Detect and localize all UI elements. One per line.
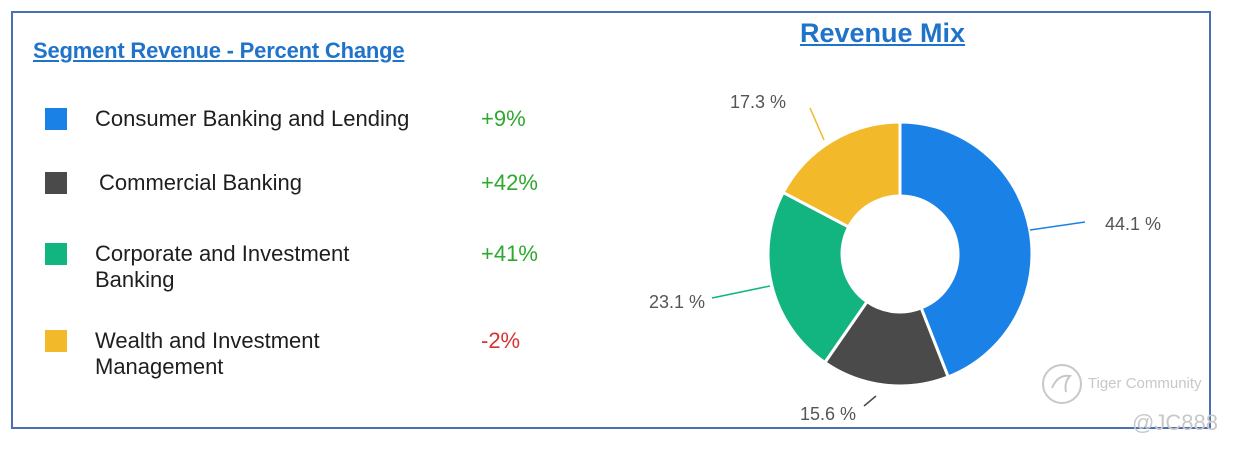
leader-line — [863, 395, 877, 407]
watermark-handle: @JC888 — [1132, 410, 1218, 435]
revenue-mix-donut-chart: 44.1 % 15.6 % 23.1 % 17.3 % — [649, 92, 1161, 424]
segment-name: Wealth and Investment Management — [95, 328, 320, 379]
segment-name: Corporate and Investment Banking — [95, 241, 350, 292]
segment-revenue-title: Segment Revenue - Percent Change — [33, 38, 405, 63]
segment-name: Consumer Banking and Lending — [95, 106, 410, 131]
segment-change: +9% — [481, 106, 526, 131]
leader-line — [809, 107, 825, 141]
legend-swatch — [45, 330, 67, 352]
segment-change: -2% — [481, 328, 521, 353]
leader-line — [711, 285, 771, 299]
slice-label: 23.1 % — [649, 292, 705, 312]
slice-label: 15.6 % — [800, 404, 856, 424]
dashboard-frame — [11, 11, 1211, 429]
donut-slice — [781, 120, 902, 229]
slice-label: 44.1 % — [1105, 214, 1161, 234]
donut-slice — [822, 299, 951, 388]
slice-label: 17.3 % — [730, 92, 786, 112]
donut-slice — [766, 190, 870, 365]
segment-change: +42% — [481, 170, 538, 195]
leader-lines — [711, 107, 1086, 407]
tiger-logo-icon — [1042, 364, 1082, 404]
slice-labels: 44.1 % 15.6 % 23.1 % 17.3 % — [649, 92, 1161, 424]
segment-name: Commercial Banking — [99, 170, 302, 195]
donut-slices — [766, 120, 1034, 388]
donut-slice — [898, 120, 1034, 379]
legend-swatch — [45, 243, 67, 265]
legend-swatch — [45, 172, 67, 194]
legend-swatch — [45, 108, 67, 130]
revenue-mix-title: Revenue Mix — [800, 18, 966, 48]
watermark-brand: Tiger Community — [1087, 374, 1202, 392]
leader-line — [1029, 221, 1086, 231]
segment-change: +41% — [481, 241, 538, 266]
watermark: Tiger Community — [1040, 362, 1202, 406]
